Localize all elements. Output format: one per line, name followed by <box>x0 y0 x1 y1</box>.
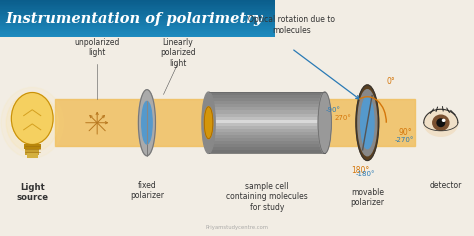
Bar <box>209 135 325 138</box>
Bar <box>209 123 325 126</box>
Bar <box>0 34 275 35</box>
Text: sample cell
containing molecules
for study: sample cell containing molecules for stu… <box>226 182 308 211</box>
Bar <box>0 29 275 30</box>
Bar <box>25 149 39 155</box>
Ellipse shape <box>142 101 152 144</box>
Bar <box>0 8 275 9</box>
Ellipse shape <box>318 92 331 153</box>
Bar <box>0 31 275 32</box>
Bar <box>0 27 275 29</box>
Ellipse shape <box>437 119 445 126</box>
Bar <box>0 24 275 25</box>
Ellipse shape <box>1 87 64 158</box>
Text: unpolarized
light: unpolarized light <box>74 38 120 57</box>
Bar <box>0 16 275 17</box>
Bar <box>0 36 275 37</box>
Bar <box>0 15 275 16</box>
Ellipse shape <box>138 90 155 156</box>
Ellipse shape <box>424 109 458 136</box>
Bar <box>0 11 275 13</box>
Bar <box>209 126 325 129</box>
Bar <box>209 101 325 104</box>
Bar <box>209 147 325 150</box>
Text: detector: detector <box>429 181 462 190</box>
Bar <box>209 92 325 95</box>
Bar <box>209 98 325 101</box>
Text: 0°: 0° <box>386 77 395 86</box>
Bar <box>209 150 325 153</box>
Bar <box>0 35 275 36</box>
Text: -270°: -270° <box>395 137 414 143</box>
Bar <box>209 95 325 98</box>
Bar <box>209 110 325 114</box>
Bar <box>0 0 275 1</box>
Ellipse shape <box>11 93 53 144</box>
Bar <box>209 141 325 144</box>
Ellipse shape <box>356 85 379 160</box>
Text: Linearly
polarized
light: Linearly polarized light <box>160 38 196 67</box>
Ellipse shape <box>433 115 449 130</box>
Bar <box>209 107 325 110</box>
Ellipse shape <box>204 107 213 139</box>
Ellipse shape <box>202 92 215 153</box>
Bar <box>209 117 325 120</box>
Bar <box>0 3 275 4</box>
Bar <box>0 26 275 27</box>
Bar <box>27 153 38 158</box>
Ellipse shape <box>358 90 377 156</box>
Bar <box>0 30 275 31</box>
Text: -90°: -90° <box>326 107 341 113</box>
Bar <box>209 138 325 141</box>
Bar <box>209 144 325 147</box>
Bar <box>209 120 325 123</box>
Bar <box>209 132 325 135</box>
Bar <box>0 5 275 6</box>
Bar <box>209 104 325 107</box>
Bar <box>24 144 41 149</box>
Bar <box>0 25 275 26</box>
Ellipse shape <box>443 119 445 121</box>
Bar <box>55 99 415 146</box>
Bar <box>0 19 275 20</box>
Text: fixed
polarizer: fixed polarizer <box>130 181 164 200</box>
Text: -180°: -180° <box>355 171 375 177</box>
Bar <box>0 1 275 3</box>
Text: Instrumentation of polarimetry: Instrumentation of polarimetry <box>6 12 263 26</box>
Bar <box>0 21 275 22</box>
Text: movable
polarizer: movable polarizer <box>350 188 384 207</box>
Ellipse shape <box>6 93 58 152</box>
Text: Optical rotation due to
molecules: Optical rotation due to molecules <box>248 15 335 35</box>
Bar <box>0 32 275 34</box>
Bar <box>0 22 275 24</box>
Bar <box>209 114 325 117</box>
Bar <box>0 9 275 10</box>
Text: Priyamstudycentre.com: Priyamstudycentre.com <box>206 225 268 230</box>
Bar <box>0 4 275 5</box>
Text: 90°: 90° <box>398 128 412 137</box>
Bar <box>209 129 325 132</box>
Text: 180°: 180° <box>351 166 369 175</box>
Bar <box>0 10 275 11</box>
Bar <box>0 20 275 21</box>
Text: 270°: 270° <box>334 115 351 122</box>
Text: Light
source: Light source <box>16 183 48 202</box>
Bar <box>0 13 275 14</box>
Bar <box>0 14 275 15</box>
Ellipse shape <box>361 97 374 149</box>
Bar <box>0 17 275 19</box>
Bar <box>0 6 275 8</box>
